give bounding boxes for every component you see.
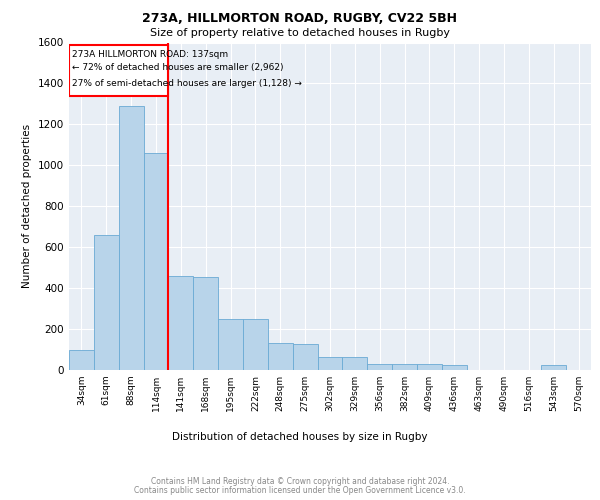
Bar bbox=[268, 344, 293, 370]
Text: Contains HM Land Registry data © Crown copyright and database right 2024.: Contains HM Land Registry data © Crown c… bbox=[151, 477, 449, 486]
Bar bbox=[243, 319, 268, 370]
Text: ← 72% of detached houses are smaller (2,962): ← 72% of detached houses are smaller (2,… bbox=[72, 64, 283, 72]
Text: Contains public sector information licensed under the Open Government Licence v3: Contains public sector information licen… bbox=[134, 486, 466, 495]
Bar bbox=[69, 44, 169, 96]
Bar bbox=[293, 344, 317, 370]
Bar bbox=[193, 277, 218, 370]
Bar bbox=[218, 319, 243, 370]
Text: Distribution of detached houses by size in Rugby: Distribution of detached houses by size … bbox=[172, 432, 428, 442]
Bar bbox=[392, 364, 417, 370]
Bar bbox=[69, 350, 94, 370]
Bar bbox=[169, 276, 193, 370]
Bar bbox=[94, 235, 119, 370]
Bar bbox=[417, 364, 442, 370]
Bar bbox=[541, 366, 566, 370]
Bar bbox=[317, 357, 343, 370]
Text: 27% of semi-detached houses are larger (1,128) →: 27% of semi-detached houses are larger (… bbox=[72, 78, 302, 88]
Bar bbox=[143, 153, 169, 370]
Y-axis label: Number of detached properties: Number of detached properties bbox=[22, 124, 32, 288]
Bar bbox=[343, 357, 367, 370]
Text: 273A, HILLMORTON ROAD, RUGBY, CV22 5BH: 273A, HILLMORTON ROAD, RUGBY, CV22 5BH bbox=[143, 12, 458, 26]
Text: 273A HILLMORTON ROAD: 137sqm: 273A HILLMORTON ROAD: 137sqm bbox=[72, 50, 228, 58]
Bar bbox=[442, 366, 467, 370]
Bar bbox=[119, 106, 143, 370]
Bar bbox=[367, 364, 392, 370]
Text: Size of property relative to detached houses in Rugby: Size of property relative to detached ho… bbox=[150, 28, 450, 38]
